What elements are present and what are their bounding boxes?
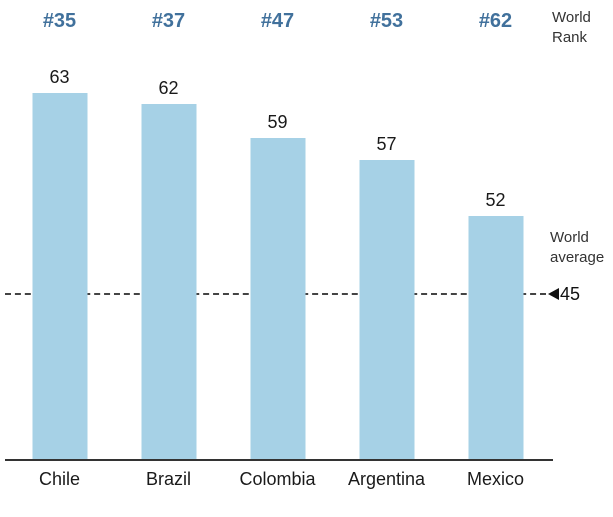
bar [141, 104, 196, 460]
bar-value-label: 63 [49, 67, 70, 88]
bar-value-label: 57 [376, 134, 397, 154]
bar [250, 137, 305, 460]
world-rank-value: #47 [260, 10, 295, 32]
bar-value-label: 52 [485, 189, 506, 210]
bar [468, 215, 523, 460]
category-label: Argentina [347, 469, 426, 489]
bar-column-brazil: #37 62 [114, 0, 223, 460]
category-label: Chile [38, 469, 81, 489]
bar-value-label: 59 [267, 111, 288, 132]
world-average-marker: 45 [548, 283, 580, 305]
world-average-value: 45 [560, 283, 581, 304]
category-labels: Chile Brazil Colombia Argentina Mexico [5, 469, 550, 490]
world-rank-value: #53 [369, 10, 404, 32]
bar-column-argentina: #53 57 [332, 0, 441, 460]
world-rank-value: #35 [42, 10, 77, 32]
x-axis-line [5, 459, 553, 461]
bar-value-label: 62 [158, 78, 179, 99]
bar-column-mexico: #62 52 [441, 0, 550, 460]
bar [359, 160, 414, 460]
left-arrow-icon [548, 288, 559, 301]
bar-column-chile: #35 63 [5, 0, 114, 460]
world-average-label: World average [550, 229, 605, 267]
category-label: Mexico [466, 469, 524, 489]
world-rank-value: #62 [478, 10, 513, 32]
world-rank-label: World Rank [552, 9, 591, 47]
bar [32, 93, 87, 460]
category-label: Brazil [145, 469, 191, 489]
category-label: Colombia [239, 469, 316, 489]
world-rank-value: #37 [151, 10, 186, 32]
plot-area: #35 63 #37 62 #47 59 #53 57 #62 52 [5, 0, 550, 460]
bar-column-colombia: #47 59 [223, 0, 332, 460]
